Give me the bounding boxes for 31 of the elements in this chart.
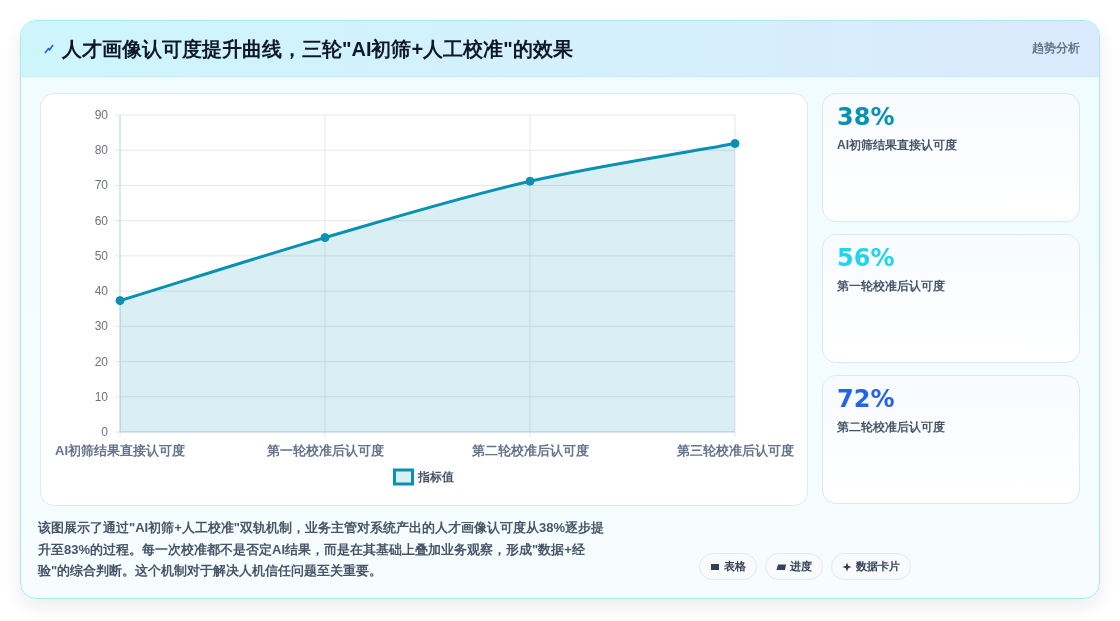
y-tick-label: 90 (94, 108, 109, 122)
text: 数据卡片 (856, 559, 900, 574)
text: 38% (837, 102, 896, 132)
y-tick-label: 0 (101, 425, 109, 439)
y-tick-label: 70 (94, 178, 109, 193)
text: 72% (837, 384, 896, 414)
point (320, 233, 330, 243)
y-tick-label: 50 (94, 248, 109, 263)
point (730, 139, 740, 149)
chart-title: 人才画像认可度提升曲线，三轮"AI初筛+人工校准"的效果 (62, 37, 573, 62)
y-tick-label: 80 (94, 143, 109, 158)
x-tick-label: 第一轮校准后认可度 (265, 442, 384, 458)
text: 56% (837, 243, 896, 273)
text: 进度 (790, 559, 812, 574)
y-tick-label: 60 (94, 213, 109, 228)
text: 趋势分析 (1032, 40, 1080, 56)
legend-label: 指标值 (417, 470, 454, 484)
y-tick-label: 20 (94, 354, 109, 369)
y-tick-label: 10 (94, 389, 109, 404)
text: 第一轮校准后认可度 (837, 278, 946, 294)
text: 第二轮校准后认可度 (837, 419, 946, 435)
text: AI初筛结果直接认可度 (837, 137, 958, 153)
x-tick-label: AI初筛结果直接认可度 (55, 442, 185, 458)
text: 该图展示了通过"AI初筛+人工校准"双轨机制，业务主管对系统产出的人才画像认可度从38%逐步提升至83%的过程。每一次校准都不是否定AI结果，而是在其基础上叠加业务观察，形成"数据+经验"的综合判断。这个机制对于解决人机信任问题至关重要。 (38, 519, 604, 580)
point (115, 296, 125, 306)
point (525, 176, 535, 186)
y-tick-label: 30 (94, 319, 109, 334)
text: 表格 (724, 559, 746, 574)
y-tick-label: 40 (94, 284, 109, 299)
x-tick-label: 第三轮校准后认可度 (675, 442, 794, 458)
x-tick-label: 第二轮校准后认可度 (470, 442, 589, 458)
